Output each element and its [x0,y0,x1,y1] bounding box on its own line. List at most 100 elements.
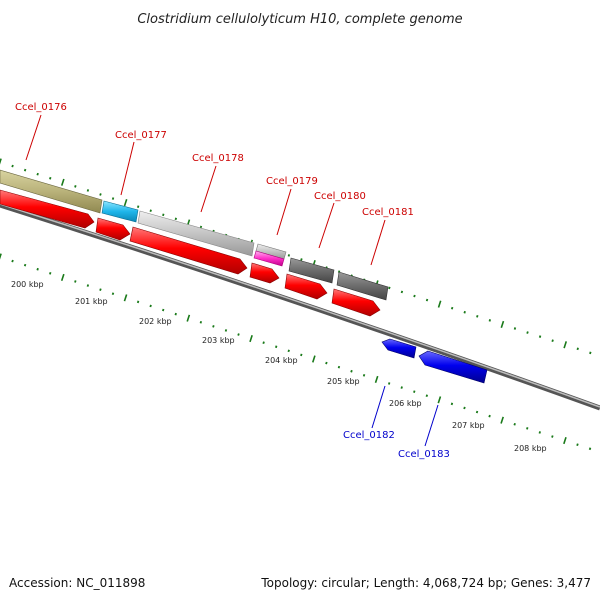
kbp-tick-track-outer [0,158,592,355]
major-tick [0,158,2,165]
minor-tick [413,390,416,393]
major-tick [249,335,253,343]
gene-bar-ccel-0181[interactable] [336,271,389,301]
major-tick [437,300,442,308]
forward-cds-track [0,189,381,317]
gene-label-ccel-0180[interactable]: Ccel_0180 [314,191,366,202]
minor-tick [23,168,27,172]
kbp-label: 205 kbp [327,377,360,386]
minor-tick [149,304,152,308]
map-title: Clostridium cellulolyticum H10, complete… [137,12,462,27]
gene-label-ccel-0183[interactable]: Ccel_0183 [398,449,450,460]
minor-tick [400,290,404,294]
minor-tick [49,271,52,275]
accession-text: Accession: NC_011898 [9,576,145,590]
major-tick [374,375,379,383]
minor-tick [450,306,454,310]
major-tick [563,437,567,445]
cds-arrow-ccel-0180[interactable] [284,273,328,300]
major-tick [500,416,504,424]
minor-tick [149,209,152,213]
minor-tick [350,369,353,373]
major-tick [186,314,191,322]
gene-label-ccel-0178[interactable]: Ccel_0178 [192,153,244,164]
minor-tick [174,217,178,221]
minor-tick [111,197,115,200]
gene-bar-ccel-0176[interactable] [0,169,103,214]
minor-tick [488,319,492,322]
minor-tick [387,382,391,385]
feature-track [0,169,389,301]
minor-tick [237,333,240,336]
gene-label-ccel-0179[interactable]: Ccel_0179 [266,176,318,187]
minor-tick [136,205,140,208]
minor-tick [11,259,14,263]
minor-tick [212,325,215,328]
reverse-cds-track [381,338,488,384]
minor-tick [425,298,429,302]
minor-tick [86,189,90,192]
minor-tick [262,341,265,345]
minor-tick [513,422,516,426]
minor-tick [588,447,592,451]
cds-arrow-ccel-0182[interactable] [381,338,417,359]
gene-callout-lines [25,114,439,447]
minor-tick [463,310,466,314]
minor-tick [199,320,203,324]
kbp-label: 203 kbp [202,336,235,345]
genome-summary-text: Topology: circular; Length: 4,068,724 bp… [260,576,591,590]
minor-tick [450,402,454,406]
gene-bar-ccel-0179[interactable] [253,250,285,267]
minor-tick [337,365,341,369]
minor-tick [325,361,328,365]
gene-label-ccel-0176[interactable]: Ccel_0176 [15,102,67,113]
minor-tick [49,176,52,180]
minor-tick [74,280,77,283]
minor-tick [74,185,77,188]
major-tick [563,341,568,349]
major-tick [123,294,128,302]
minor-tick [174,312,177,316]
minor-tick [413,294,416,298]
minor-tick [362,373,366,377]
minor-tick [576,443,579,447]
gene-labels: Ccel_0176 Ccel_0177 Ccel_0178 Ccel_0179 … [15,102,450,460]
gene-bar-ccel-0180[interactable] [288,257,335,284]
minor-tick [162,213,165,217]
minor-tick [162,308,165,312]
minor-tick [463,406,466,410]
major-tick [123,199,128,207]
minor-tick [199,225,203,229]
minor-tick [538,335,542,338]
gene-label-ccel-0182[interactable]: Ccel_0182 [343,430,395,441]
major-tick [60,178,65,186]
cds-arrow-ccel-0179[interactable] [249,262,280,284]
major-tick [437,396,442,404]
minor-tick [388,286,391,290]
cds-arrow-ccel-0181[interactable] [331,288,381,317]
major-tick [311,355,316,363]
gene-label-ccel-0177[interactable]: Ccel_0177 [115,130,167,141]
major-tick [60,273,65,281]
kbp-tick-track-inner [0,253,592,451]
minor-tick [287,349,290,353]
kbp-label: 202 kbp [139,317,172,326]
major-tick [500,320,505,329]
minor-tick [111,292,115,296]
minor-tick [538,431,542,434]
gene-bar-ccel-0177[interactable] [101,200,139,223]
minor-tick [551,435,554,438]
cds-arrow-ccel-0183[interactable] [418,350,488,384]
minor-tick [224,329,228,332]
gene-bar-ccel-0178[interactable] [137,210,255,257]
cds-arrow-ccel-0176[interactable] [0,189,95,229]
cds-arrow-ccel-0177[interactable] [95,217,131,241]
gene-label-ccel-0181[interactable]: Ccel_0181 [362,207,414,218]
cds-arrow-ccel-0178[interactable] [129,226,248,275]
minor-tick [86,284,90,287]
minor-tick [551,339,554,343]
minor-tick [589,351,592,355]
minor-tick [300,353,303,357]
kbp-label: 200 kbp [11,280,44,289]
